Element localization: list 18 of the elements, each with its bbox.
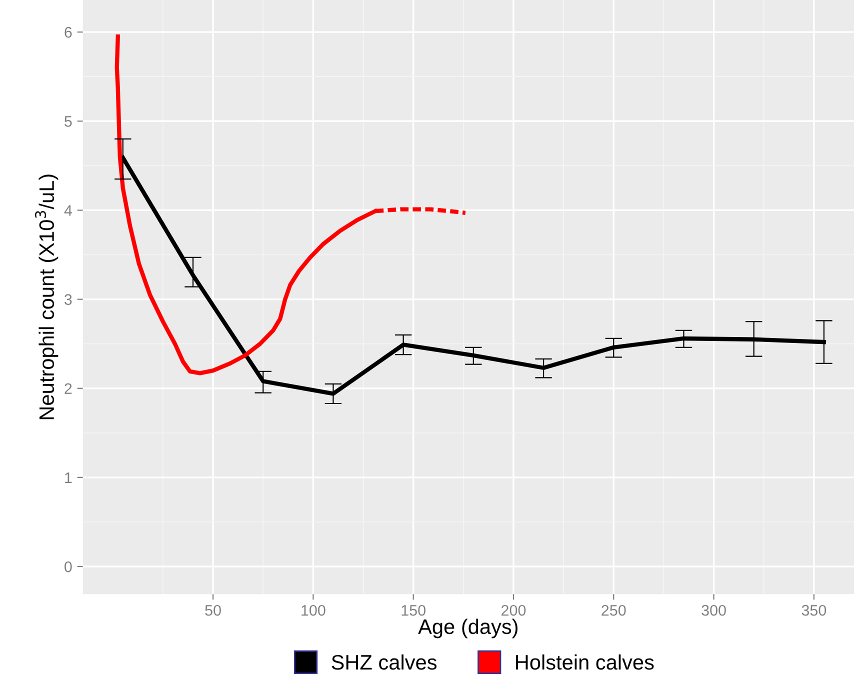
- x-tick-label: 50: [205, 604, 221, 616]
- x-tick-label: 250: [602, 604, 626, 616]
- x-tick-label: 100: [302, 604, 326, 616]
- y-tick-label: 5: [64, 116, 72, 127]
- y-tick-label: 3: [64, 294, 72, 305]
- legend-label: SHZ calves: [332, 654, 437, 670]
- legend-label: Holstein calves: [516, 654, 654, 670]
- x-tick-label: 350: [802, 604, 826, 616]
- y-tick-label: 2: [64, 383, 72, 394]
- y-tick-label: 0: [64, 561, 72, 572]
- y-tick-label: 4: [64, 205, 72, 216]
- y-tick-label: 6: [64, 26, 72, 38]
- y-tick-label: 1: [65, 472, 72, 483]
- x-tick-label: 200: [502, 604, 526, 616]
- x-tick-label: 150: [402, 604, 426, 616]
- x-tick-label: 300: [702, 604, 726, 616]
- x-axis-title: Age (days): [418, 618, 518, 638]
- y-axis-title: Neutrophil count (X10$^{3}$/uL): [35, 174, 58, 420]
